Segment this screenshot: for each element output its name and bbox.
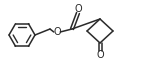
Text: O: O [96, 50, 104, 60]
Text: O: O [53, 27, 61, 37]
Text: O: O [74, 4, 82, 14]
